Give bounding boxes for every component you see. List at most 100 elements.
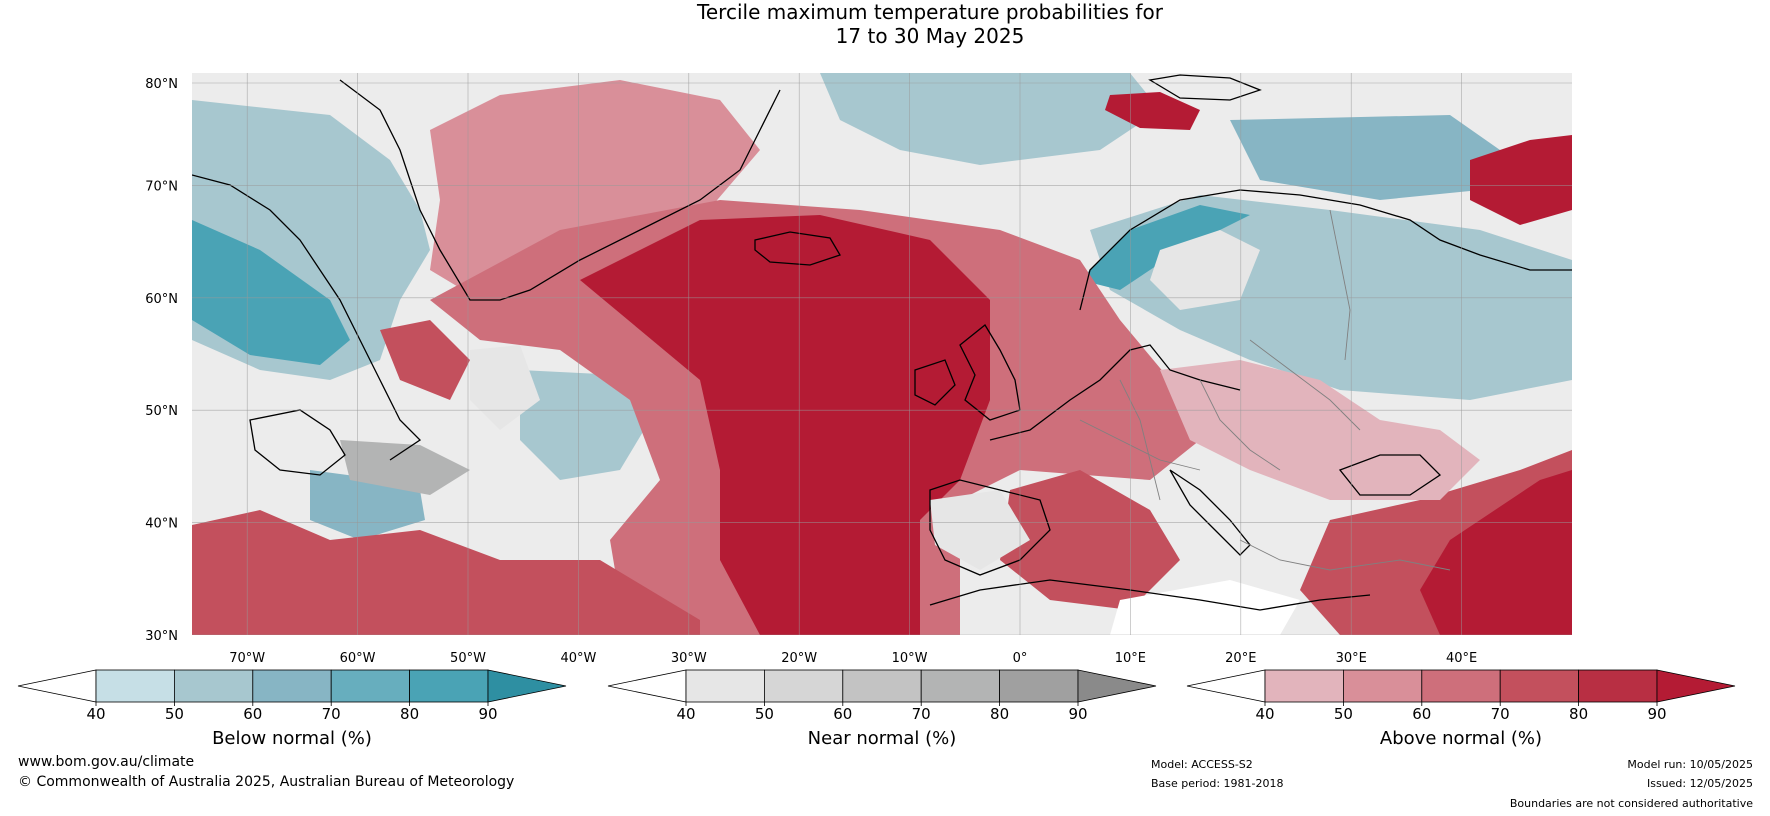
colorbar-tick-label: 90 <box>1068 705 1087 723</box>
lon-tick-label: 20°W <box>781 651 817 666</box>
coastline-svalbard <box>1148 74 1262 101</box>
lat-tick-label: 80°N <box>145 77 178 92</box>
coastline-labrador <box>192 174 422 461</box>
lon-tick-label: 30°W <box>671 651 707 666</box>
colorbar-segment <box>409 669 489 703</box>
colorbar-tick-label: 40 <box>86 705 105 723</box>
lat-tick-label: 60°N <box>145 292 178 307</box>
lon-tick-label: 0° <box>1013 651 1028 666</box>
coastline-europe <box>989 344 1241 441</box>
graticule <box>192 73 1572 635</box>
colorbar-tick-label: 50 <box>755 705 774 723</box>
above-normal-region-middle-east-core <box>1420 470 1572 635</box>
footer-copyright: © Commonwealth of Australia 2025, Austra… <box>18 774 515 790</box>
colorbar-tick-label: 80 <box>1569 705 1588 723</box>
colorbar-segment <box>999 669 1079 703</box>
colorbar-tick-label: 80 <box>990 705 1009 723</box>
colorbar-tick-label: 70 <box>912 705 931 723</box>
colorbar-tick-label: 50 <box>165 705 184 723</box>
coastline-greenland <box>339 79 781 301</box>
map-area <box>192 73 1572 635</box>
above-normal-region-europe-light <box>1160 360 1480 500</box>
above-normal-region-labrador-sea <box>380 320 470 400</box>
below-normal-region-midatlantic <box>520 370 650 480</box>
colorbar-left-extension <box>17 669 97 703</box>
lon-tick-label: 10°E <box>1115 651 1146 666</box>
colorbar-tick-label: 50 <box>1334 705 1353 723</box>
coastline-newfoundland <box>249 409 346 476</box>
colorbar-segment <box>1578 669 1658 703</box>
footer-issued: Issued: 12/05/2025 <box>1646 777 1753 790</box>
lon-tick-label: 40°E <box>1446 651 1477 666</box>
lat-tick-label: 70°N <box>145 179 178 194</box>
colorbar-tick-label: 80 <box>400 705 419 723</box>
near-normal-region-newfoundland <box>340 440 470 495</box>
border-line-6 <box>1239 539 1451 571</box>
coastline-italy <box>1169 469 1251 556</box>
colorbar-tick-label: 40 <box>1255 705 1274 723</box>
colorbar-tick-label: 70 <box>1491 705 1510 723</box>
below-normal-region-labrador-core <box>192 220 350 365</box>
colorbar-label-above: Above normal (%) <box>1379 728 1543 749</box>
above-normal-region-atlantic-core <box>580 215 990 635</box>
lon-tick-label: 30°E <box>1336 651 1367 666</box>
footer-website: www.bom.gov.au/climate <box>18 754 195 770</box>
below-normal-region-barents <box>1230 115 1500 200</box>
border-line-5 <box>1329 209 1351 361</box>
above-normal-region-mediterranean <box>1000 470 1180 610</box>
colorbar-label-near: Near normal (%) <box>807 728 957 749</box>
lon-tick-label: 50°W <box>450 651 486 666</box>
above-normal-region-kara <box>1470 135 1572 225</box>
lat-tick-label: 50°N <box>145 404 178 419</box>
longitude-labels: 70°W 60°W 50°W 40°W 30°W 20°W 10°W 0° 10°E 20°E 30… <box>229 651 1477 666</box>
colorbar-right-extension <box>487 669 567 703</box>
colorbar-segment <box>1343 669 1423 703</box>
colorbar-tick-label: 60 <box>833 705 852 723</box>
coastline-iberia <box>929 479 1051 576</box>
coastline-black-sea <box>1338 454 1442 496</box>
footer-model-run: Model run: 10/05/2025 <box>1627 758 1753 771</box>
colorbar-segment <box>1264 669 1344 703</box>
colorbar-segment <box>685 669 765 703</box>
above-normal-region-svalbard <box>1105 92 1200 130</box>
chart-title: Tercile maximum temperature probabilitie… <box>0 0 1770 48</box>
lon-tick-label: 20°E <box>1225 651 1256 666</box>
colorbar: 40 50 60 70 80 90 <box>17 669 567 723</box>
title-line-1: Tercile maximum temperature probabilitie… <box>697 0 1163 24</box>
latitude-labels: 80°N 70°N 60°N 50°N 40°N 30°N <box>145 77 178 644</box>
colorbar-tick-label: 90 <box>1647 705 1666 723</box>
below-normal-region-norway-coast <box>1080 205 1250 290</box>
lon-tick-label: 40°W <box>560 651 596 666</box>
colorbar-left-extension <box>607 669 687 703</box>
colorbars: 40 50 60 70 80 90 40 50 60 70 80 90 40 50 60 70 80 90 <box>17 669 1736 723</box>
lat-tick-label: 30°N <box>145 629 178 644</box>
country-borders <box>1079 209 1451 571</box>
colorbar-right-extension <box>1077 669 1157 703</box>
border-line-4 <box>1249 339 1361 431</box>
colorbar-tick-label: 60 <box>1412 705 1431 723</box>
coastline-iceland <box>754 231 841 266</box>
border-line-3 <box>1199 379 1281 471</box>
colorbar-tick-label: 40 <box>676 705 695 723</box>
colorbar-segment <box>1421 669 1501 703</box>
lon-tick-label: 10°W <box>892 651 928 666</box>
colorbar-segment <box>173 669 254 703</box>
colorbar-tick-label: 70 <box>322 705 341 723</box>
lon-tick-label: 70°W <box>229 651 265 666</box>
above-normal-region-north-atlantic <box>430 80 760 300</box>
colorbar: 40 50 60 70 80 90 <box>607 669 1157 723</box>
near-normal-region-iberia <box>930 490 1030 570</box>
below-normal-region-greenland-sea <box>820 73 1160 165</box>
colorbar-segment <box>95 669 175 703</box>
border-line-2 <box>1119 379 1161 501</box>
colorbar-tick-label: 60 <box>243 705 262 723</box>
colorbar-label-below: Below normal (%) <box>212 728 372 749</box>
coastlines <box>192 74 1572 611</box>
coastline-north-africa <box>929 579 1371 611</box>
colorbar-tick-label: 90 <box>478 705 497 723</box>
colorbar: 40 50 60 70 80 90 <box>1186 669 1736 723</box>
coastline-scandinavia <box>1079 189 1572 311</box>
footer-disclaimer: Boundaries are not considered authoritat… <box>1509 797 1753 810</box>
colorbar-segment <box>1499 669 1579 703</box>
